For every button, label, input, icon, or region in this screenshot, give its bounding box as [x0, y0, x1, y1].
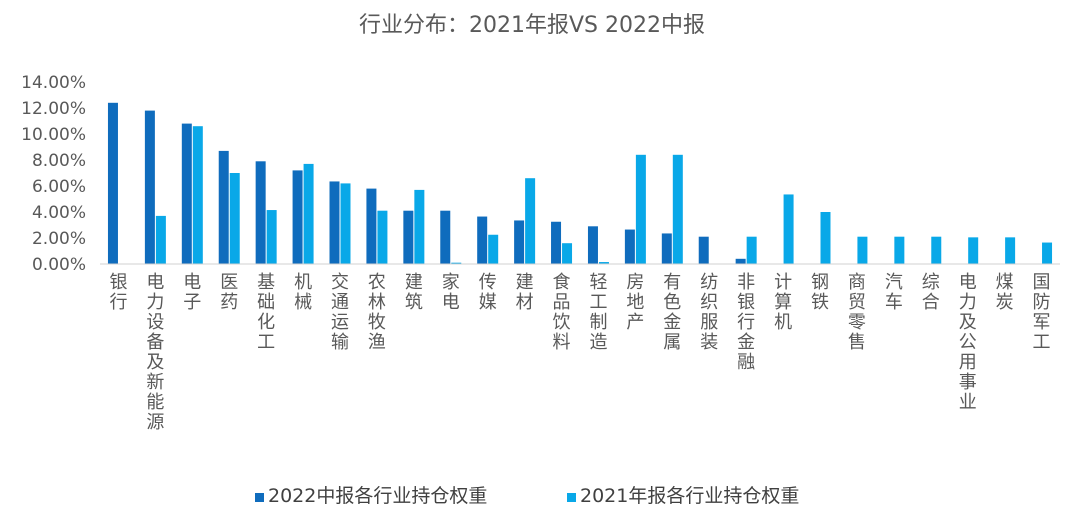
x-tick-label: 商贸零售 [848, 272, 866, 353]
bar-2021-annual [931, 236, 942, 264]
chart-title: 行业分布：2021年报VS 2022中报 [359, 13, 705, 38]
y-tick-label: 10.00% [21, 125, 86, 145]
bar-2021-annual [672, 154, 683, 264]
x-tick-label: 食品饮料 [553, 272, 571, 353]
bar-2021-annual [266, 210, 277, 264]
x-tick-label: 计算机 [774, 272, 792, 333]
bar-2022-h1 [329, 181, 340, 264]
bar-2021-annual [451, 262, 462, 264]
legend-label: 2021年报各行业持仓权重 [580, 485, 799, 507]
x-tick-label: 综合 [922, 272, 940, 313]
x-tick-label: 轻工制造 [589, 272, 607, 353]
x-tick-label: 电力及公用事业 [959, 272, 977, 413]
bar-2021-annual [303, 163, 314, 264]
bar-2021-annual [414, 189, 425, 264]
bars [107, 102, 1053, 264]
bar-2022-h1 [255, 161, 266, 264]
x-tick-label: 传媒 [479, 272, 497, 313]
bar-2021-annual [192, 126, 203, 264]
bar-2021-annual [229, 173, 240, 264]
bar-2021-annual [1042, 242, 1053, 264]
x-tick-label: 基础化工 [257, 272, 275, 353]
bar-2021-annual [488, 234, 499, 264]
bar-2021-annual [746, 236, 757, 264]
legend-swatch [255, 493, 264, 502]
bar-2021-annual [377, 210, 388, 264]
bar-2021-annual [968, 237, 979, 264]
x-tick-label: 建筑 [405, 272, 423, 313]
bar-2022-h1 [551, 221, 562, 264]
bar-2022-h1 [218, 150, 229, 264]
y-tick-label: 2.00% [32, 229, 86, 249]
x-tick-label: 农林牧渔 [368, 272, 386, 353]
x-tick-label: 电子 [183, 272, 201, 313]
x-tick-label: 有色金属 [663, 272, 681, 353]
bar-2022-h1 [587, 226, 598, 264]
bar-2021-annual [783, 194, 794, 264]
x-tick-label: 银行 [109, 272, 127, 313]
bar-2021-annual [598, 262, 609, 264]
bar-2021-annual [525, 178, 536, 264]
bar-2022-h1 [366, 188, 377, 264]
bar-2022-h1 [292, 170, 303, 264]
x-tick-label: 非银行金融 [737, 272, 755, 373]
x-tick-label: 国防军工 [1033, 272, 1051, 353]
bar-2022-h1 [144, 110, 155, 264]
y-tick-label: 4.00% [32, 203, 86, 223]
bar-2021-annual [562, 243, 573, 264]
bar-2021-annual [894, 236, 905, 264]
legend-swatch [567, 493, 576, 502]
bar-2021-annual [820, 212, 831, 264]
x-tick-label: 交通运输 [331, 272, 349, 353]
x-tick-label: 医药 [220, 272, 238, 313]
y-tick-label: 0.00% [32, 255, 86, 275]
bar-2021-annual [155, 215, 166, 264]
legend: 2022中报各行业持仓权重 2021年报各行业持仓权重 [255, 485, 799, 507]
bar-2021-annual [340, 183, 351, 264]
bar-2021-annual [1005, 237, 1016, 264]
x-tick-label: 房地产 [626, 272, 644, 333]
x-tick-label: 纺织服装 [700, 272, 718, 353]
bar-2022-h1 [624, 229, 635, 264]
bar-2022-h1 [440, 210, 451, 264]
y-tick-label: 14.00% [21, 73, 86, 93]
x-tick-label: 电力设备及新能源 [146, 272, 164, 433]
x-tick-label: 钢铁 [811, 272, 829, 313]
bar-2022-h1 [107, 102, 118, 264]
bar-2022-h1 [698, 236, 709, 264]
legend-label: 2022中报各行业持仓权重 [268, 485, 487, 507]
bar-2022-h1 [661, 233, 672, 264]
bar-2021-annual [857, 236, 868, 264]
bar-2022-h1 [514, 220, 525, 264]
y-tick-label: 12.00% [21, 99, 86, 119]
x-tick-label: 机械 [294, 272, 312, 313]
y-tick-label: 8.00% [32, 151, 86, 171]
x-tick-label: 家电 [442, 272, 460, 313]
bar-2022-h1 [735, 258, 746, 264]
bar-2022-h1 [403, 210, 414, 264]
bar-2022-h1 [181, 123, 192, 264]
x-tick-label: 煤炭 [996, 272, 1014, 313]
bar-2021-annual [635, 154, 646, 264]
bar-2022-h1 [477, 216, 488, 264]
y-axis: 0.00% 2.00% 4.00% 6.00% 8.00% 10.00% 12.00% 14.… [21, 73, 86, 275]
x-tick-label: 汽车 [885, 272, 903, 313]
y-tick-label: 6.00% [32, 177, 86, 197]
x-tick-label: 建材 [516, 272, 534, 313]
